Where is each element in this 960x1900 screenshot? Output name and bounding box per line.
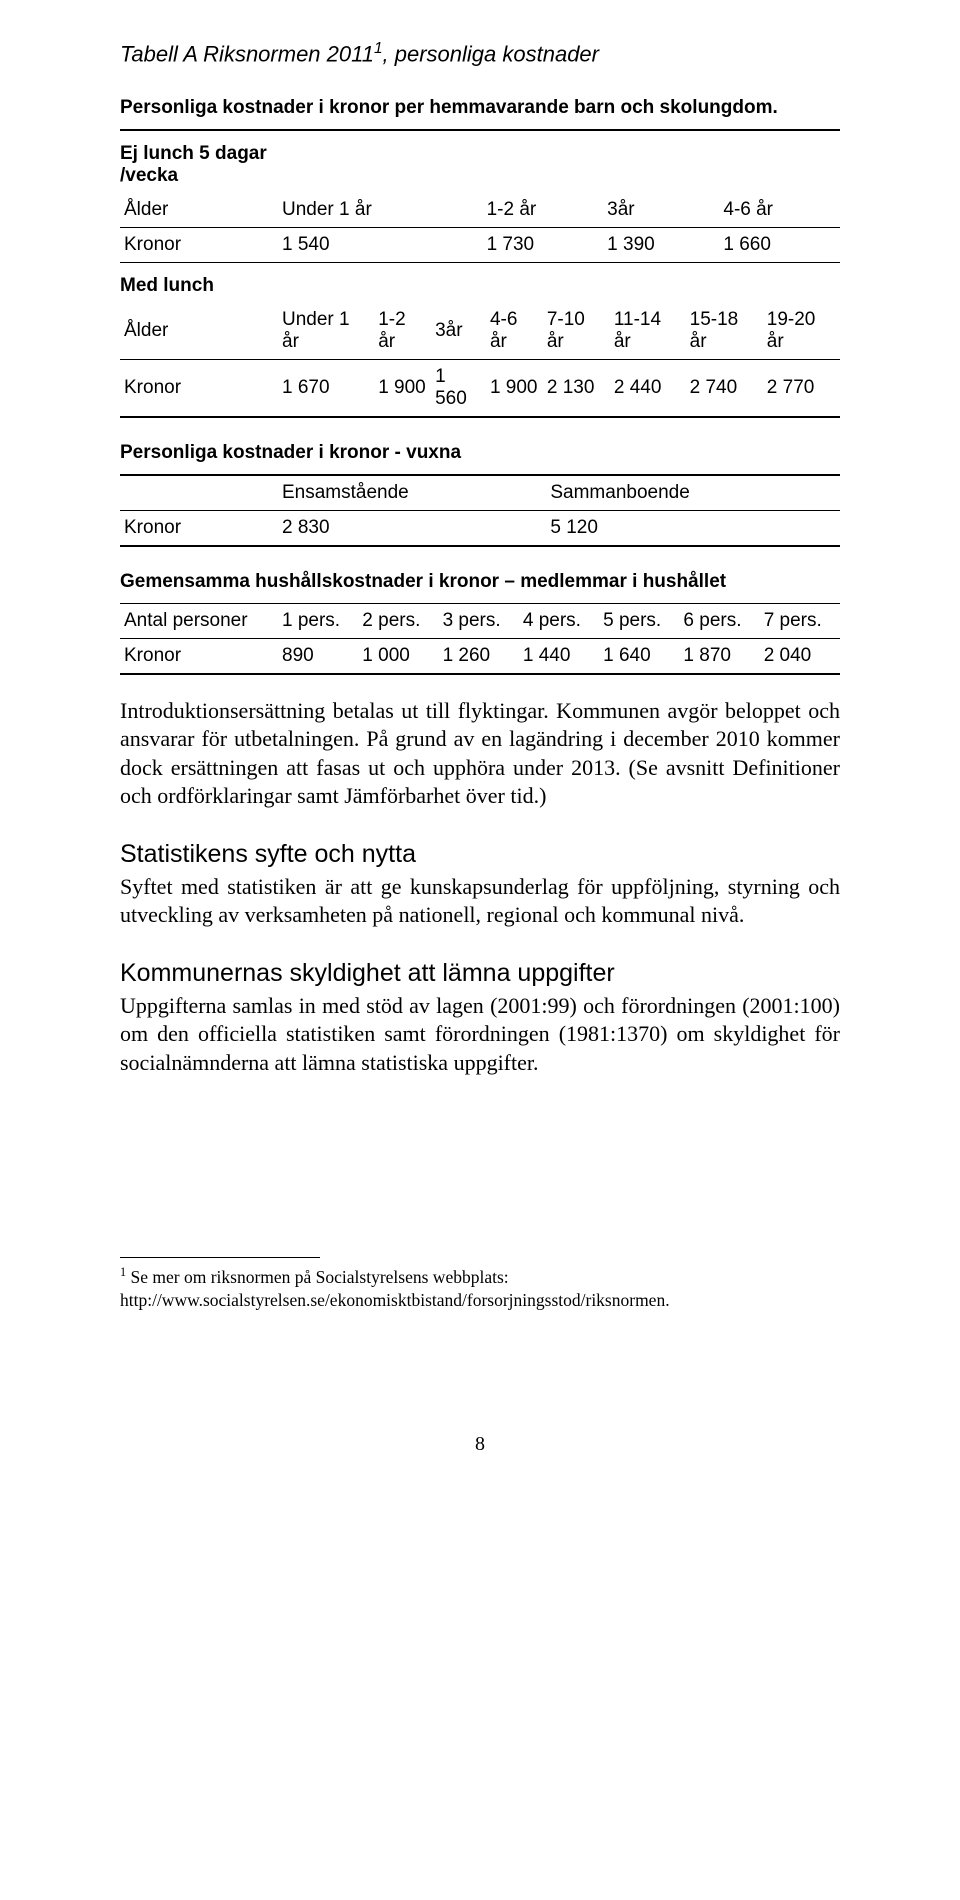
row-label-kronor: Kronor <box>120 360 278 417</box>
col-header: 1-2 år <box>483 193 604 228</box>
col-header: 4-6 år <box>486 303 543 360</box>
ej-lunch-label: Ej lunch 5 dagar /vecka <box>120 143 840 187</box>
col-header: 7-10 år <box>543 303 610 360</box>
col-header: 1-2 år <box>374 303 431 360</box>
table-row: Kronor 890 1 000 1 260 1 440 1 640 1 870… <box>120 639 840 674</box>
col-header: 19-20 år <box>763 303 840 360</box>
col-header: 6 pers. <box>679 604 759 639</box>
section-heading-children: Personliga kostnader i kronor per hemmav… <box>120 97 840 119</box>
row-label-alder: Ålder <box>120 303 278 360</box>
table-row: Antal personer 1 pers. 2 pers. 3 pers. 4… <box>120 604 840 639</box>
col-header: 5 pers. <box>599 604 679 639</box>
cell: 1 000 <box>358 639 438 674</box>
table-row: Kronor 1 670 1 900 1 560 1 900 2 130 2 4… <box>120 360 840 417</box>
rule <box>120 673 840 675</box>
cell: 1 440 <box>519 639 599 674</box>
footnote-text-2: http://www.socialstyrelsen.se/ekonomiskt… <box>120 1290 670 1310</box>
med-lunch-label: Med lunch <box>120 275 840 297</box>
col-header: 7 pers. <box>760 604 840 639</box>
section-heading-gemensamma: Gemensamma hushållskostnader i kronor – … <box>120 571 840 593</box>
table-row: Kronor 1 540 1 730 1 390 1 660 <box>120 228 840 263</box>
col-header: Under 1 år <box>278 303 374 360</box>
rule <box>120 129 840 131</box>
section-heading-vuxna: Personliga kostnader i kronor - vuxna <box>120 442 840 464</box>
body-paragraph: Syftet med statistiken är att ge kunskap… <box>120 873 840 929</box>
heading-kommunernas-skyldighet: Kommunernas skyldighet att lämna uppgift… <box>120 959 840 988</box>
col-header: 4 pers. <box>519 604 599 639</box>
page-number: 8 <box>120 1433 840 1456</box>
med-lunch-table: Ålder Under 1 år 1-2 år 3år 4-6 år 7-10 … <box>120 303 840 416</box>
cell: 1 660 <box>719 228 840 263</box>
footnote-text-1: Se mer om riksnormen på Socialstyrelsens… <box>126 1267 509 1287</box>
cell: 1 670 <box>278 360 374 417</box>
table-caption: Tabell A Riksnormen 20111, personliga ko… <box>120 40 840 67</box>
row-label-antal: Antal personer <box>120 604 278 639</box>
cell: 890 <box>278 639 358 674</box>
col-header: 4-6 år <box>719 193 840 228</box>
cell: 1 900 <box>374 360 431 417</box>
cell: 1 560 <box>431 360 486 417</box>
col-header: Sammanboende <box>546 476 840 511</box>
cell: 2 770 <box>763 360 840 417</box>
table-row: Ålder Under 1 år 1-2 år 3år 4-6 år 7-10 … <box>120 303 840 360</box>
col-header: Under 1 år <box>278 193 483 228</box>
cell: 1 900 <box>486 360 543 417</box>
col-header: Ensamstående <box>278 476 546 511</box>
col-header: 15-18 år <box>686 303 763 360</box>
row-label-kronor: Kronor <box>120 228 278 263</box>
cell: 1 730 <box>483 228 604 263</box>
body-paragraph: Uppgifterna samlas in med stöd av lagen … <box>120 992 840 1076</box>
cell: 2 040 <box>760 639 840 674</box>
cell: 1 260 <box>439 639 519 674</box>
cell: 2 830 <box>278 511 546 546</box>
cell: 2 740 <box>686 360 763 417</box>
ej-lunch-table: Ålder Under 1 år 1-2 år 3år 4-6 år Krono… <box>120 193 840 263</box>
table-row: Kronor 2 830 5 120 <box>120 511 840 546</box>
cell: 1 640 <box>599 639 679 674</box>
title-prefix: Tabell A Riksnormen 2011 <box>120 41 374 66</box>
title-suffix: , personliga kostnader <box>383 41 599 66</box>
footnote-divider <box>120 1257 320 1258</box>
row-label-kronor: Kronor <box>120 511 278 546</box>
title-footnote-ref: 1 <box>374 40 383 57</box>
empty-cell <box>120 476 278 511</box>
cell: 5 120 <box>546 511 840 546</box>
table-row: Ålder Under 1 år 1-2 år 3år 4-6 år <box>120 193 840 228</box>
ej-lunch-line2: /vecka <box>120 165 178 186</box>
table-row: Ensamstående Sammanboende <box>120 476 840 511</box>
col-header: 2 pers. <box>358 604 438 639</box>
col-header: 3år <box>603 193 719 228</box>
cell: 2 130 <box>543 360 610 417</box>
cell: 2 440 <box>610 360 686 417</box>
document-page: Tabell A Riksnormen 20111, personliga ko… <box>0 0 960 1516</box>
heading-statistikens-syfte: Statistikens syfte och nytta <box>120 840 840 869</box>
col-header: 11-14 år <box>610 303 686 360</box>
ej-lunch-line1: Ej lunch 5 dagar <box>120 143 267 164</box>
row-label-kronor: Kronor <box>120 639 278 674</box>
vuxna-table: Ensamstående Sammanboende Kronor 2 830 5… <box>120 476 840 545</box>
footnote: 1 Se mer om riksnormen på Socialstyrelse… <box>120 1264 840 1313</box>
gemensamma-table: Antal personer 1 pers. 2 pers. 3 pers. 4… <box>120 604 840 673</box>
row-label-alder: Ålder <box>120 193 278 228</box>
body-paragraph: Introduktionsersättning betalas ut till … <box>120 697 840 810</box>
col-header: 3 pers. <box>439 604 519 639</box>
cell: 1 870 <box>679 639 759 674</box>
col-header: 1 pers. <box>278 604 358 639</box>
col-header: 3år <box>431 303 486 360</box>
cell: 1 390 <box>603 228 719 263</box>
cell: 1 540 <box>278 228 483 263</box>
